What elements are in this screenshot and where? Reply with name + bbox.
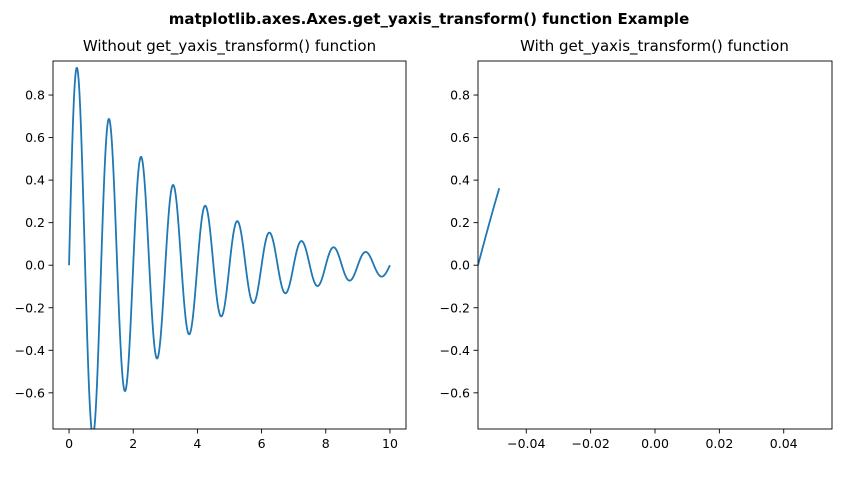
left-axes-ytick-label: −0.2 — [15, 300, 45, 315]
left-axes-y-ticks: −0.6 −0.4 −0.2 0.0 0.2 0.4 0.6 0.8 — [15, 88, 53, 400]
left-axes-ytick-label: 0.6 — [25, 130, 45, 145]
right-axes-ytick-label: −0.2 — [440, 300, 470, 315]
right-axes-y-ticks: −0.6 −0.4 −0.2 0.0 0.2 0.4 0.6 0.8 — [440, 88, 478, 400]
right-axes-ytick-label: 0.2 — [450, 215, 470, 230]
left-axes-xtick-label: 8 — [322, 436, 330, 451]
right-axes-xtick-label: −0.04 — [507, 436, 545, 451]
right-axes-ytick-label: 0.0 — [450, 258, 470, 273]
right-axes-xtick-label: 0.00 — [641, 436, 669, 451]
right-axes-ytick-label: −0.6 — [440, 385, 470, 400]
right-axes-ytick-label: −0.4 — [440, 343, 470, 358]
left-axes-ytick-label: 0.4 — [25, 173, 45, 188]
left-axes-series-line-0 — [68, 66, 391, 429]
right-axes-ytick-label: 0.4 — [450, 173, 470, 188]
right-axes-ytick-label: 0.6 — [450, 130, 470, 145]
right-axes-frame — [477, 60, 833, 430]
left-axes-xtick-label: 0 — [65, 436, 73, 451]
left-axes-ytick-label: 0.2 — [25, 215, 45, 230]
right-axes: With get_yaxis_transform() function −0.0… — [440, 37, 833, 451]
left-axes-ytick-label: 0.0 — [25, 258, 45, 273]
right-axes-series-line-0 — [478, 188, 501, 266]
right-axes-xtick-label: 0.04 — [770, 436, 798, 451]
right-axes-plot-area — [478, 188, 501, 266]
left-axes-ytick-label: 0.8 — [25, 88, 45, 103]
right-axes-xtick-label: 0.02 — [705, 436, 733, 451]
right-axes-x-ticks: −0.04 −0.02 0.00 0.02 0.04 — [507, 429, 798, 451]
left-axes-plot-area — [68, 66, 391, 429]
left-axes-xtick-label: 6 — [258, 436, 266, 451]
left-axes-ytick-label: −0.4 — [15, 343, 45, 358]
figure-suptitle: matplotlib.axes.Axes.get_yaxis_transform… — [169, 10, 690, 28]
left-axes-xtick-label: 10 — [382, 436, 398, 451]
left-axes-x-ticks: 0 2 4 6 8 10 — [65, 429, 398, 451]
right-axes-xtick-label: −0.02 — [571, 436, 609, 451]
left-axes: Without get_yaxis_transform() function 0… — [15, 37, 407, 451]
right-axes-ytick-label: 0.8 — [450, 88, 470, 103]
left-axes-frame — [52, 60, 407, 430]
left-axes-ytick-label: −0.6 — [15, 385, 45, 400]
left-axes-xtick-label: 2 — [129, 436, 137, 451]
right-axes-title: With get_yaxis_transform() function — [520, 37, 789, 56]
left-axes-xtick-label: 4 — [193, 436, 201, 451]
left-axes-title: Without get_yaxis_transform() function — [83, 37, 376, 56]
